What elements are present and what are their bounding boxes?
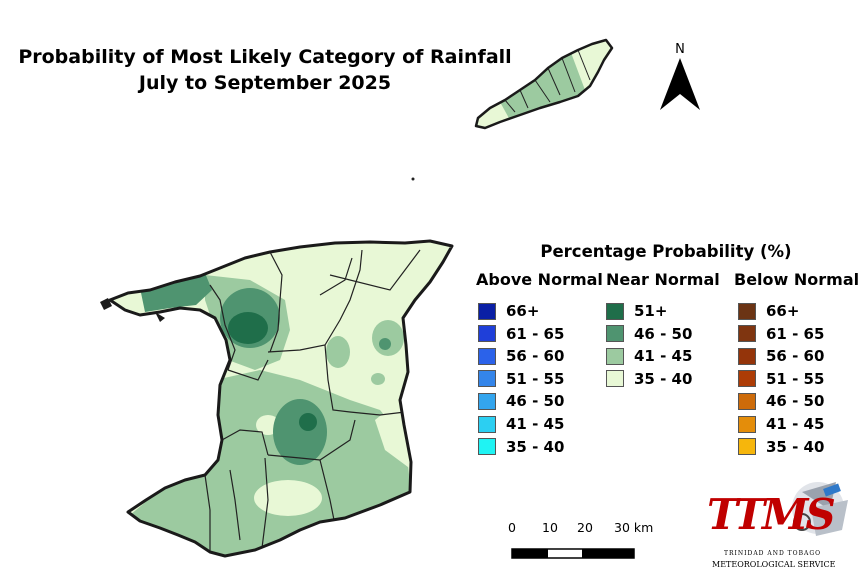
- legend-item: 56 - 60: [478, 347, 564, 365]
- near-normal-35-40-patch: [254, 480, 322, 516]
- near-normal-46-50-zone-central: [273, 399, 327, 465]
- legend-item: 41 - 45: [478, 415, 564, 433]
- map-title-line1: Probability of Most Likely Category of R…: [18, 46, 512, 68]
- tobago-coastline: [474, 38, 614, 130]
- legend-label: 51 - 55: [766, 369, 825, 388]
- legend-item: 35 - 40: [606, 370, 692, 388]
- legend-label: 61 - 65: [506, 324, 565, 343]
- near-normal-41-45-zone-south: [130, 370, 412, 556]
- legend-label: 35 - 40: [634, 369, 693, 388]
- legend-item: 61 - 65: [738, 325, 824, 343]
- north-arrow-icon: [660, 58, 700, 110]
- legend-title: Percentage Probability (%): [540, 242, 792, 261]
- legend-item: 35 - 40: [478, 438, 564, 456]
- legend-label: 56 - 60: [506, 347, 565, 366]
- legend-swatch: [478, 325, 496, 343]
- legend-swatch: [478, 302, 496, 320]
- tobago-island: [474, 38, 614, 130]
- logo-wordmark: TTMS: [707, 490, 836, 539]
- legend-swatch: [606, 302, 624, 320]
- scale-bar: [511, 548, 635, 559]
- legend-item: 61 - 65: [478, 325, 564, 343]
- legend-swatch: [738, 370, 756, 388]
- legend-item: 35 - 40: [738, 438, 824, 456]
- islet-dot: [411, 177, 415, 181]
- scale-tick-20: 20: [577, 520, 593, 535]
- legend-label: 41 - 45: [634, 347, 693, 366]
- legend-label: 56 - 60: [766, 347, 825, 366]
- legend-swatch: [738, 302, 756, 320]
- map-title: Probability of Most Likely Category of R…: [0, 44, 530, 96]
- legend-heading-above-normal: Above Normal: [476, 270, 603, 289]
- north-arrow: N: [652, 42, 708, 114]
- legend-swatch: [738, 392, 756, 410]
- logo-subtitle-2: METEOROLOGICAL SERVICE: [712, 560, 836, 569]
- near-normal-41-45-patch: [372, 320, 404, 356]
- legend-label: 66+: [506, 302, 540, 320]
- legend-label: 46 - 50: [506, 392, 565, 411]
- legend-swatch: [478, 438, 496, 456]
- legend-swatch: [738, 415, 756, 433]
- regional-boundaries: [204, 249, 421, 552]
- legend-heading-near-normal: Near Normal: [606, 270, 720, 289]
- near-normal-46-50-zone-northwest-peninsula: [140, 273, 212, 312]
- trinidad-island: [100, 239, 454, 558]
- scale-tick-10: 10: [542, 520, 558, 535]
- near-normal-51-plus-zone: [379, 338, 391, 350]
- legend-swatch: [478, 347, 496, 365]
- legend-item: 46 - 50: [738, 392, 824, 410]
- north-label: N: [675, 42, 685, 57]
- legend-item: 46 - 50: [606, 325, 692, 343]
- legend-swatch: [738, 347, 756, 365]
- legend-swatch: [478, 415, 496, 433]
- legend-item: 66+: [478, 302, 539, 320]
- legend-label: 51+: [634, 302, 668, 320]
- near-normal-41-45-patch: [371, 373, 385, 385]
- legend-item: 51+: [606, 302, 667, 320]
- scale-tick-30: 30 km: [614, 520, 654, 535]
- legend-label: 51 - 55: [506, 369, 565, 388]
- trinidad-coastline: [108, 239, 454, 558]
- legend-swatch: [478, 370, 496, 388]
- legend-swatch: [738, 438, 756, 456]
- ttms-logo: TTMS TRINIDAD AND TOBAGO METEOROLOGICAL …: [706, 478, 856, 573]
- legend-label: 35 - 40: [506, 437, 565, 456]
- legend-label: 41 - 45: [506, 415, 565, 433]
- legend-swatch: [606, 370, 624, 388]
- legend-heading-below-normal: Below Normal: [734, 270, 860, 289]
- northwest-islet: [155, 312, 165, 322]
- satellite-icon: [792, 482, 848, 536]
- northwest-islet: [100, 298, 112, 310]
- legend-item: 66+: [738, 302, 799, 320]
- legend-item: 51 - 55: [478, 370, 564, 388]
- logo-subtitle-1: TRINIDAD AND TOBAGO: [724, 550, 822, 557]
- legend-label: 66+: [766, 302, 800, 320]
- legend-label: 61 - 65: [766, 324, 825, 343]
- legend-item: 46 - 50: [478, 392, 564, 410]
- near-normal-41-45-patch: [326, 336, 350, 368]
- tobago-parish-boundaries: [504, 49, 591, 113]
- legend-swatch: [738, 325, 756, 343]
- legend-item: 51 - 55: [738, 370, 824, 388]
- legend-swatch: [478, 392, 496, 410]
- legend-item: 41 - 45: [606, 347, 692, 365]
- legend-item: 41 - 45: [738, 415, 824, 433]
- near-normal-51-plus-zone: [299, 413, 317, 431]
- scale-tick-0: 0: [508, 520, 516, 535]
- near-normal-51-plus-zone: [228, 312, 268, 344]
- legend-label: 35 - 40: [766, 437, 825, 456]
- legend-label: 41 - 45: [766, 415, 825, 433]
- legend-label: 46 - 50: [634, 324, 693, 343]
- legend-swatch: [606, 347, 624, 365]
- legend-label: 46 - 50: [766, 392, 825, 411]
- legend-swatch: [606, 325, 624, 343]
- legend-item: 56 - 60: [738, 347, 824, 365]
- map-title-line2: July to September 2025: [138, 72, 392, 94]
